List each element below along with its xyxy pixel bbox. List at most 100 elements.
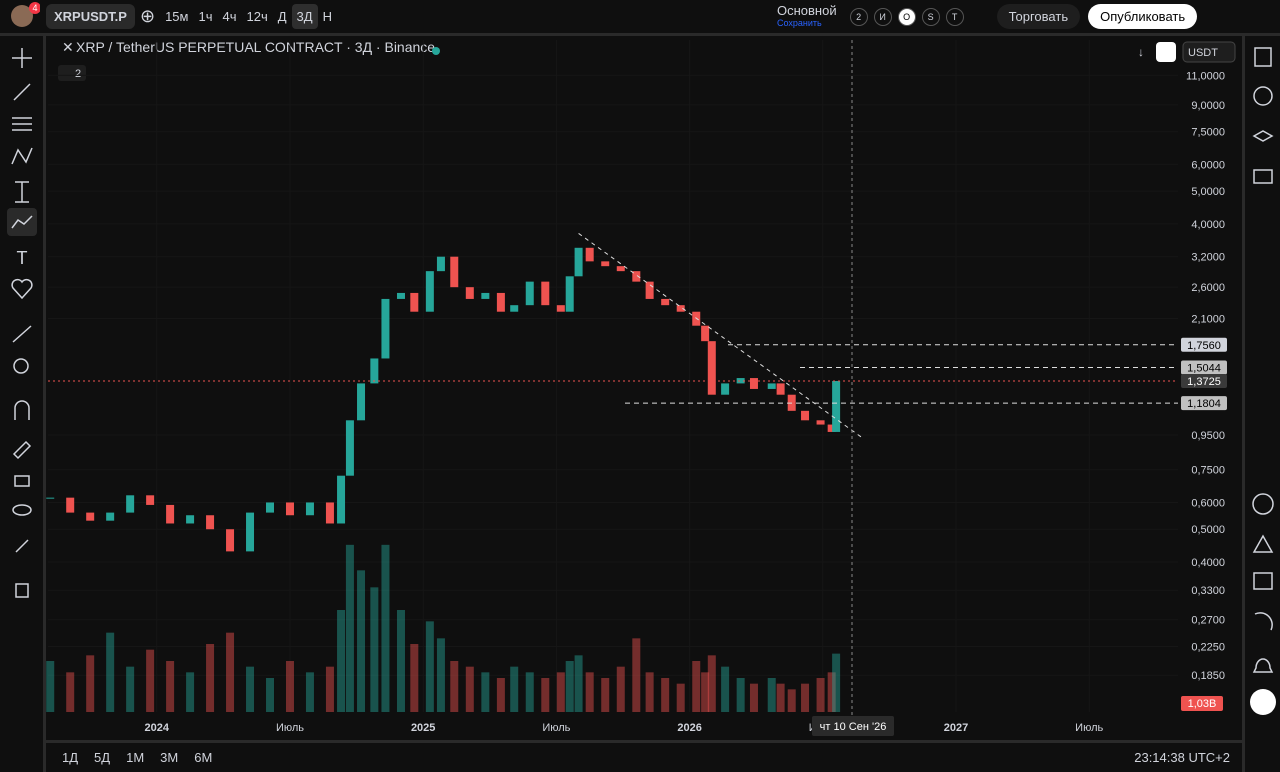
volume-bar bbox=[721, 666, 730, 712]
interval[interactable]: 4ч bbox=[222, 9, 237, 24]
volume-bar bbox=[86, 655, 95, 712]
interval[interactable]: Д bbox=[277, 9, 287, 24]
lock-tool[interactable] bbox=[14, 475, 30, 487]
top-toolbar: 4 XRPUSDT.P ⊕ 15м 1ч 4ч 12ч Д 3Д Н Основ… bbox=[0, 0, 1280, 36]
volume-bar bbox=[370, 587, 379, 712]
volume-bar bbox=[661, 678, 670, 712]
candle bbox=[585, 247, 594, 262]
currency-select[interactable] bbox=[1182, 41, 1236, 63]
circle[interactable]: O bbox=[897, 7, 916, 26]
favorite-tool[interactable] bbox=[11, 278, 33, 300]
y-tick-label: 0,3300 bbox=[1191, 585, 1225, 597]
trade-button[interactable]: Торговать bbox=[996, 4, 1081, 29]
circle[interactable]: T bbox=[945, 7, 964, 26]
layers[interactable] bbox=[1252, 130, 1274, 142]
x-tick-label: 2026 bbox=[677, 722, 701, 734]
crosshair-badge bbox=[812, 716, 894, 736]
alerts[interactable] bbox=[1253, 86, 1273, 106]
volume-bar bbox=[510, 666, 519, 712]
interval[interactable]: Н bbox=[322, 9, 332, 24]
range[interactable]: 5Д bbox=[94, 750, 111, 765]
zoom-tool[interactable] bbox=[13, 358, 29, 374]
volume-bar bbox=[266, 678, 275, 712]
level-label: 1,1804 bbox=[1187, 398, 1221, 410]
candle bbox=[206, 515, 215, 530]
candle bbox=[370, 358, 379, 384]
news[interactable] bbox=[1254, 612, 1273, 631]
ruler-tool[interactable] bbox=[12, 325, 32, 343]
avatar[interactable]: 4 bbox=[0, 0, 40, 35]
range[interactable]: 1М bbox=[126, 750, 145, 765]
chat[interactable] bbox=[1253, 169, 1273, 184]
auto-scale[interactable] bbox=[1156, 42, 1176, 62]
range[interactable]: 3М bbox=[160, 750, 179, 765]
calendar[interactable] bbox=[1253, 572, 1273, 590]
y-tick-label: 0,4000 bbox=[1191, 557, 1225, 569]
interval[interactable]: 1ч bbox=[198, 9, 213, 24]
symbol[interactable]: XRPUSDT.P bbox=[46, 4, 135, 29]
add-symbol[interactable]: ⊕ bbox=[139, 6, 156, 26]
trend-line bbox=[578, 233, 864, 439]
close-symbol[interactable]: ✕ bbox=[62, 39, 74, 55]
range[interactable]: 6М bbox=[194, 750, 213, 765]
candle bbox=[701, 325, 710, 342]
magnet-tool[interactable] bbox=[14, 400, 30, 420]
range-tool[interactable] bbox=[15, 181, 29, 203]
candle bbox=[450, 256, 459, 288]
x-tick-label: Июль bbox=[542, 722, 570, 734]
volume-bar bbox=[381, 544, 390, 712]
crosshair-tool[interactable] bbox=[12, 48, 32, 68]
range[interactable]: 1Д bbox=[62, 750, 79, 765]
interval[interactable]: 3Д bbox=[291, 4, 318, 29]
candle bbox=[410, 292, 419, 312]
link-tool[interactable] bbox=[15, 539, 29, 553]
left-toolbar: T bbox=[0, 36, 46, 772]
candle bbox=[707, 341, 716, 395]
eye-tool[interactable] bbox=[12, 504, 32, 516]
indicator-toggle[interactable] bbox=[58, 65, 86, 81]
projection-tool[interactable] bbox=[11, 215, 33, 229]
layout-save[interactable]: Сохранить bbox=[776, 17, 822, 28]
interval[interactable]: 15м bbox=[165, 9, 189, 24]
x-tick-label: Июль bbox=[1075, 722, 1103, 734]
layout-name[interactable]: Основной bbox=[776, 2, 837, 18]
lock-draw-tool[interactable] bbox=[12, 440, 32, 460]
ideas[interactable] bbox=[1252, 534, 1274, 553]
y-tick-label: 0,6000 bbox=[1191, 497, 1225, 509]
interval[interactable]: 12ч bbox=[246, 9, 268, 24]
volume-bar bbox=[585, 672, 594, 712]
candle bbox=[832, 380, 841, 432]
drawing-tools: T bbox=[7, 48, 37, 598]
watchlist[interactable] bbox=[1254, 47, 1272, 67]
volume-bar bbox=[816, 678, 825, 712]
candle bbox=[381, 298, 390, 359]
volume-bar bbox=[832, 653, 841, 712]
volume-bar bbox=[436, 638, 445, 712]
candle bbox=[285, 502, 294, 516]
candle bbox=[266, 502, 275, 513]
line-tool[interactable] bbox=[13, 83, 31, 101]
crosshair-label: чт 10 Сен '26 bbox=[820, 721, 887, 733]
trash-tool[interactable] bbox=[15, 583, 29, 598]
right-toolbar bbox=[1242, 36, 1280, 772]
volume-bar bbox=[285, 661, 294, 712]
volume-label: 1,03B bbox=[1188, 698, 1217, 710]
fib-tool[interactable] bbox=[12, 117, 32, 131]
volume-bar bbox=[616, 666, 625, 712]
pattern-tool[interactable] bbox=[11, 147, 33, 165]
circle[interactable]: S bbox=[921, 7, 940, 26]
text-tool[interactable]: T bbox=[17, 248, 28, 268]
y-tick-label: 7,5000 bbox=[1191, 127, 1225, 139]
volume-bar bbox=[574, 655, 583, 712]
notifications[interactable] bbox=[1252, 658, 1274, 673]
circle[interactable]: И bbox=[873, 7, 892, 26]
products[interactable] bbox=[1250, 689, 1276, 715]
scroll-button[interactable]: ↓ bbox=[1138, 45, 1144, 59]
circle[interactable]: 2 bbox=[849, 7, 868, 26]
y-tick-label: 0,5000 bbox=[1191, 524, 1225, 536]
bottom-toolbar: 1Д 5Д 1М 3М 6М 23:14:38 UTC+2 bbox=[46, 740, 1242, 772]
publish-button[interactable]: Опубликовать bbox=[1088, 4, 1198, 29]
targets[interactable] bbox=[1252, 493, 1274, 515]
volume-bar bbox=[410, 644, 419, 712]
